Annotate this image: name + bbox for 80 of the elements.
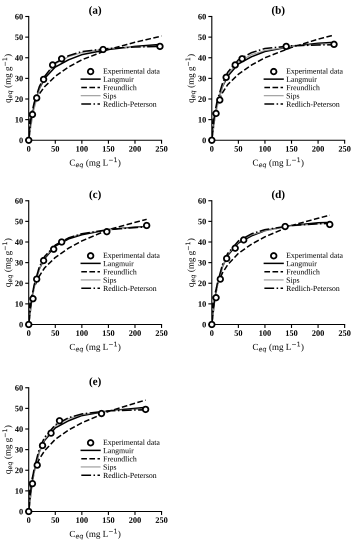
x-tick-label: 0 <box>26 146 30 152</box>
y-tick-label: 40 <box>14 239 23 245</box>
y-tick-label: 50 <box>15 406 23 412</box>
x-axis-title: C$_{eq}$ (mg L$^{−1}$) <box>252 342 304 353</box>
x-tick-label: 50 <box>51 330 60 336</box>
x-tick-label: 100 <box>76 330 88 336</box>
x-axis-title: C$_{eq}$ (mg L$^{−1}$) <box>70 342 120 353</box>
x-tick-label: 250 <box>338 330 351 336</box>
y-tick-label: 30 <box>15 76 23 82</box>
x-tick-label: 0 <box>26 330 30 336</box>
y-tick-label: 0 <box>202 322 206 328</box>
x-tick-label: 250 <box>156 330 168 336</box>
y-tick-label: 40 <box>198 239 206 245</box>
chart-title: (e) <box>89 377 101 388</box>
y-tick-label: 0 <box>202 138 206 144</box>
y-tick-label: 0 <box>19 138 23 144</box>
y-tick-label: 30 <box>198 76 206 82</box>
x-tick-label: 100 <box>76 517 88 523</box>
chart-title: (b) <box>272 6 285 16</box>
x-tick-label: 200 <box>129 517 141 523</box>
x-tick-label: 250 <box>156 146 168 152</box>
y-tick-label: 10 <box>16 488 23 494</box>
y-tick-label: 60 <box>198 198 206 204</box>
x-tick-label: 100 <box>259 330 271 336</box>
y-tick-label: 10 <box>16 116 23 123</box>
y-tick-label: 10 <box>198 301 206 307</box>
x-tick-label: 0 <box>210 330 214 336</box>
y-tick-label: 20 <box>15 96 23 102</box>
x-tick-label: 0 <box>26 517 30 523</box>
y-tick-label: 40 <box>198 55 206 61</box>
y-tick-label: 60 <box>198 14 206 20</box>
y-tick-label: 0 <box>19 322 23 328</box>
x-tick-label: 100 <box>76 146 88 152</box>
y-tick-label: 30 <box>15 446 23 453</box>
x-axis-title: C$_{eq}$ (mg L$^{−1}$) <box>252 158 304 168</box>
y-axis-title: q$_{eq}$ (mg g$^{−1}$) <box>186 54 196 103</box>
x-tick-label: 50 <box>51 146 60 152</box>
x-tick-label: 150 <box>286 330 298 336</box>
y-tick-label: 60 <box>15 198 23 204</box>
x-tick-label: 50 <box>234 330 242 336</box>
y-tick-label: 50 <box>198 34 206 40</box>
y-tick-label: 30 <box>15 260 23 266</box>
y-tick-label: 50 <box>15 34 23 40</box>
y-tick-label: 20 <box>15 468 23 474</box>
x-tick-label: 200 <box>312 146 324 152</box>
y-tick-label: 10 <box>16 301 23 307</box>
x-tick-label: 150 <box>286 146 298 152</box>
x-tick-label: 50 <box>234 146 242 152</box>
y-tick-label: 0 <box>19 508 23 514</box>
chart-title: (c) <box>89 190 101 200</box>
x-tick-label: 150 <box>102 330 114 336</box>
x-tick-label: 200 <box>129 146 141 152</box>
y-axis-title: q$_{eq}$ (mg g$^{−1}$) <box>2 426 14 474</box>
x-tick-label: 200 <box>312 330 324 336</box>
x-tick-label: 200 <box>129 330 141 336</box>
y-axis-title: q$_{eq}$ (mg g$^{−1}$) <box>2 238 14 287</box>
y-tick-label: 20 <box>198 280 206 286</box>
y-tick-label: 50 <box>15 218 23 224</box>
y-tick-label: 20 <box>198 96 206 102</box>
chart-title: (d) <box>272 190 285 200</box>
x-tick-label: 250 <box>156 517 168 523</box>
x-axis-title: C$_{eq}$ (mg L$^{−1}$) <box>70 158 120 168</box>
x-axis-title: C$_{eq}$ (mg L$^{−1}$) <box>70 528 120 540</box>
y-tick-label: 40 <box>14 55 23 61</box>
x-tick-label: 0 <box>210 146 214 152</box>
y-tick-label: 20 <box>15 280 23 286</box>
x-tick-label: 150 <box>102 146 114 152</box>
y-tick-label: 60 <box>15 385 23 391</box>
x-tick-label: 250 <box>338 146 351 152</box>
y-tick-label: 30 <box>198 260 206 266</box>
y-axis-title: q$_{eq}$ (mg g$^{−1}$) <box>2 54 14 103</box>
y-tick-label: 60 <box>15 14 23 20</box>
x-tick-label: 150 <box>102 517 114 523</box>
y-tick-label: 50 <box>198 218 206 224</box>
chart-title: (a) <box>89 6 102 16</box>
y-axis-title: q$_{eq}$ (mg g$^{−1}$) <box>186 238 196 287</box>
x-tick-label: 50 <box>51 517 60 523</box>
x-tick-label: 100 <box>259 146 271 152</box>
y-tick-label: 40 <box>14 426 23 432</box>
y-tick-label: 10 <box>198 116 206 123</box>
